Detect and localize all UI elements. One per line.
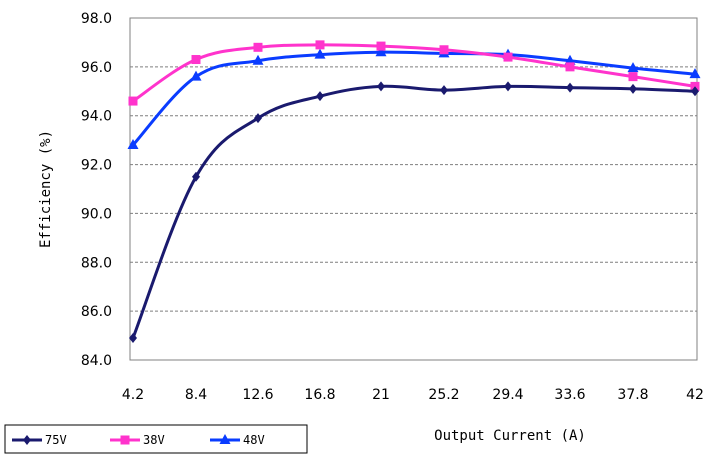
x-tick-label: 16.8 xyxy=(304,387,335,403)
y-tick-label: 96.0 xyxy=(81,60,112,76)
data-point-75V xyxy=(504,81,512,92)
x-tick-label: 25.2 xyxy=(428,387,459,403)
series-lines xyxy=(127,40,701,344)
y-tick-label: 84.0 xyxy=(81,353,112,369)
legend-box xyxy=(4,424,308,454)
legend-marker-38V xyxy=(120,435,130,445)
series-line-75V xyxy=(131,84,696,339)
legend-item-38V: 38V xyxy=(110,433,165,447)
series-38V xyxy=(128,40,700,106)
legend-item-75V: 75V xyxy=(12,433,67,447)
data-point-48V xyxy=(564,54,576,65)
x-axis-label: Output Current (A) xyxy=(434,428,586,444)
data-point-38V xyxy=(191,55,201,65)
data-point-48V xyxy=(127,139,139,150)
legend-label-75V: 75V xyxy=(45,433,67,447)
data-point-75V xyxy=(566,82,574,93)
data-point-75V xyxy=(377,81,385,92)
data-point-38V xyxy=(376,41,386,51)
series-line-48V xyxy=(131,50,696,147)
data-point-38V xyxy=(128,96,138,106)
data-point-48V xyxy=(375,46,387,57)
x-tick-label: 12.6 xyxy=(242,387,273,403)
y-axis-label: Efficiency (%) xyxy=(38,130,54,248)
y-tick-label: 98.0 xyxy=(81,11,112,27)
x-axis-ticks: 4.2 8.4 12.6 16.8 21 25.2 29.4 33.6 37.8 42 xyxy=(122,387,704,403)
grid-lines xyxy=(130,17,697,312)
legend-label-48V: 48V xyxy=(243,433,265,447)
data-point-75V xyxy=(254,113,262,124)
legend-marker-48V xyxy=(219,434,231,444)
y-axis-ticks: 84.0 86.0 88.0 90.0 92.0 94.0 96.0 98.0 xyxy=(81,11,112,369)
plot-area-frame xyxy=(129,17,698,361)
x-tick-label: 21 xyxy=(372,387,390,403)
data-point-48V xyxy=(314,48,326,59)
data-point-75V xyxy=(129,333,137,344)
data-point-75V xyxy=(440,85,448,96)
x-tick-label: 33.6 xyxy=(554,387,585,403)
data-point-48V xyxy=(252,54,264,65)
y-tick-label: 94.0 xyxy=(81,109,112,125)
x-tick-label: 29.4 xyxy=(492,387,523,403)
x-tick-label: 4.2 xyxy=(122,387,144,403)
data-point-48V xyxy=(627,62,639,73)
data-point-38V xyxy=(439,45,449,55)
y-tick-label: 88.0 xyxy=(81,255,112,271)
x-tick-label: 37.8 xyxy=(617,387,648,403)
series-line-38V xyxy=(132,43,696,103)
x-tick-label: 8.4 xyxy=(185,387,207,403)
data-point-75V xyxy=(316,91,324,102)
data-point-38V xyxy=(628,72,638,82)
data-point-38V xyxy=(253,42,263,52)
data-point-75V xyxy=(691,86,699,97)
legend: 75V 38V 48V xyxy=(4,424,308,454)
data-point-75V xyxy=(192,171,200,182)
legend-marker-75V xyxy=(23,435,31,445)
data-point-48V xyxy=(190,70,202,81)
y-tick-label: 86.0 xyxy=(81,304,112,320)
series-48V xyxy=(127,46,701,150)
y-tick-label: 92.0 xyxy=(81,158,112,174)
data-point-75V xyxy=(629,83,637,94)
series-75V xyxy=(129,81,699,344)
y-tick-label: 90.0 xyxy=(81,206,112,222)
data-point-48V xyxy=(689,68,701,79)
data-point-38V xyxy=(565,62,575,72)
x-tick-label: 42 xyxy=(686,387,704,403)
legend-item-48V: 48V xyxy=(210,433,265,447)
data-point-38V xyxy=(503,52,513,62)
data-point-38V xyxy=(315,40,325,50)
legend-label-38V: 38V xyxy=(143,433,165,447)
